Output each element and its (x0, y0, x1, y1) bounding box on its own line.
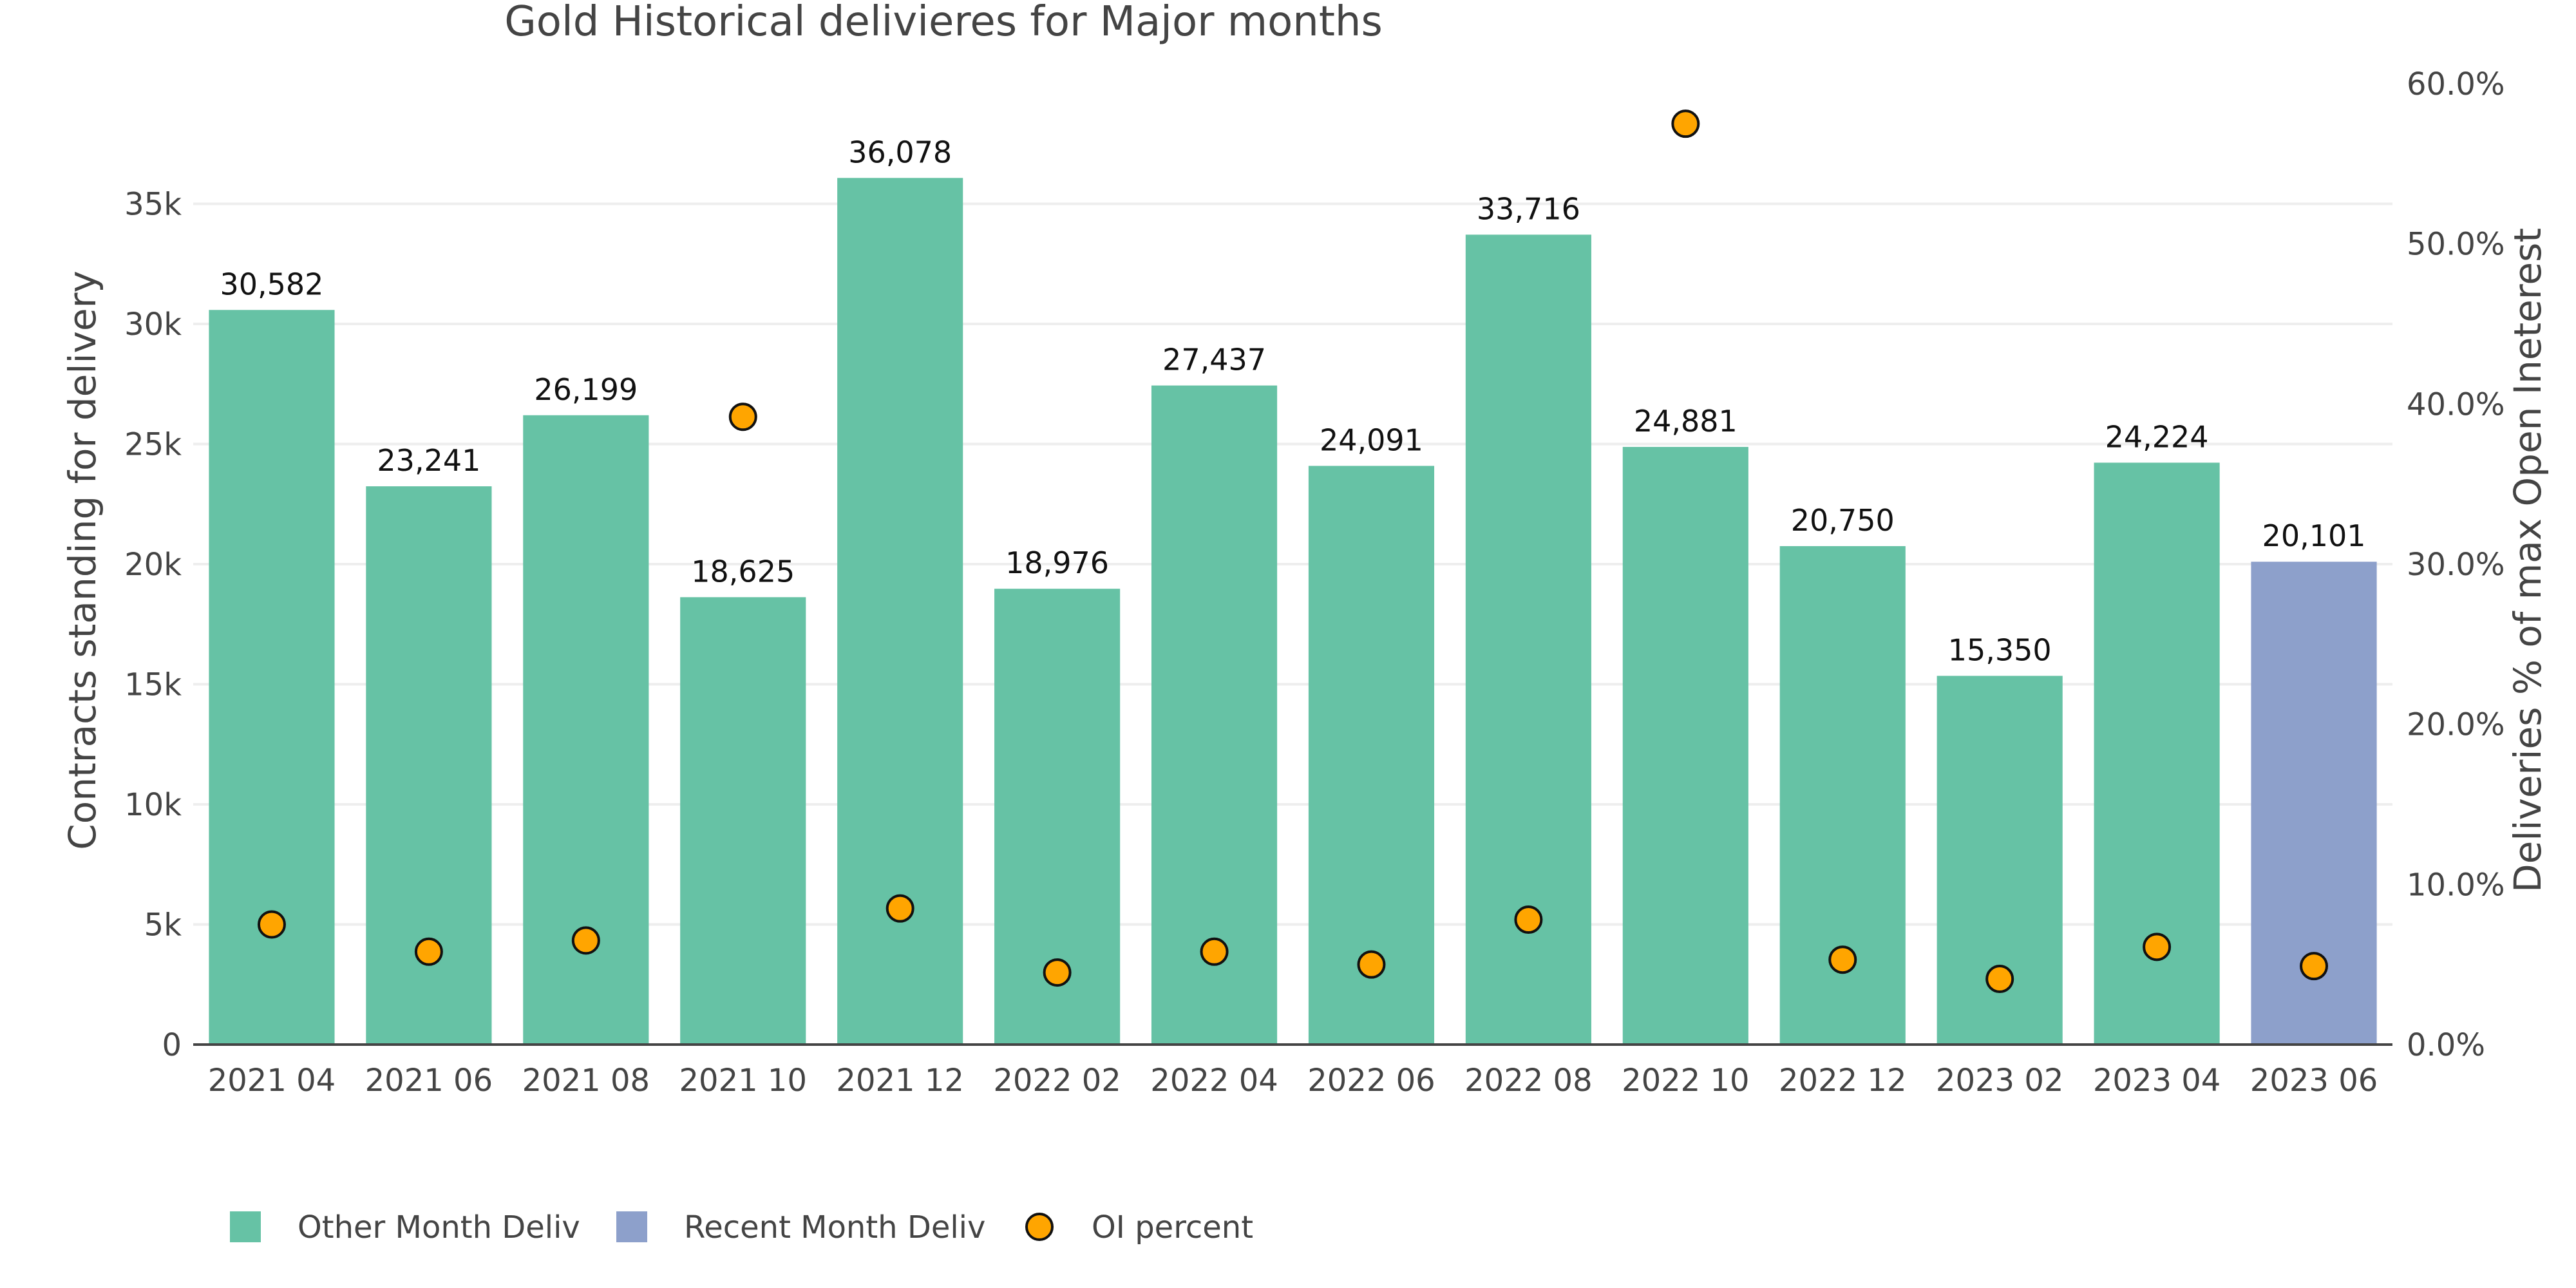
y2-tick-label: 40.0% (2407, 386, 2505, 422)
bars (209, 178, 2377, 1045)
x-tick-label: 2021 10 (679, 1063, 808, 1099)
bar (1308, 466, 1435, 1045)
x-tick-label: 2022 04 (1150, 1063, 1278, 1099)
x-tick-label: 2023 02 (1936, 1063, 2064, 1099)
bar-value-label: 24,224 (2105, 419, 2209, 454)
y-tick-label: 10k (124, 787, 182, 823)
y2-tick-label: 20.0% (2407, 707, 2505, 743)
legend-swatch (616, 1211, 647, 1242)
y-tick-label: 15k (124, 667, 182, 703)
legend-label: Other Month Deliv (298, 1209, 580, 1245)
oi-points (257, 109, 2329, 994)
bar-value-label: 18,976 (1005, 545, 1109, 580)
x-tick-label: 2023 04 (2093, 1063, 2221, 1099)
legend-label: Recent Month Deliv (684, 1209, 985, 1245)
oi-point (1357, 950, 1386, 979)
y-tick-label: 30k (124, 307, 182, 343)
bar-value-label: 33,716 (1477, 191, 1580, 226)
x-tick-label: 2022 02 (993, 1063, 1121, 1099)
bar-value-label: 27,437 (1162, 343, 1266, 377)
oi-point (1043, 958, 1072, 987)
bar (1622, 446, 1748, 1045)
bar-value-label: 23,241 (377, 443, 480, 478)
y-tick-label: 25k (124, 427, 182, 463)
legend-swatch (230, 1211, 261, 1242)
x-tick-label: 2021 06 (365, 1063, 493, 1099)
x-tick-label: 2022 08 (1464, 1063, 1593, 1099)
y-tick-label: 5k (144, 907, 182, 943)
legend-marker (1025, 1213, 1054, 1241)
x-tick-label: 2022 06 (1307, 1063, 1435, 1099)
oi-point (1671, 109, 1700, 138)
x-tick-label: 2023 06 (2250, 1063, 2378, 1099)
oi-point (1828, 945, 1857, 974)
oi-point (1985, 965, 2014, 994)
y2-tick-label: 60.0% (2407, 66, 2505, 102)
chart-title: Gold Historical delivieres for Major mon… (504, 0, 1383, 46)
bar-value-label: 26,199 (534, 372, 638, 407)
oi-point (2143, 933, 2172, 961)
oi-point (728, 402, 757, 431)
y2-tick-label: 50.0% (2407, 227, 2505, 263)
bar-value-label: 20,101 (2262, 518, 2366, 553)
bar-value-label: 20,750 (1791, 503, 1895, 538)
legend: Other Month Deliv Recent Month Deliv OI pe… (230, 1209, 1253, 1245)
bar-value-label: 24,091 (1320, 422, 1423, 457)
x-tick-label: 2022 12 (1779, 1063, 1907, 1099)
y-axis-title: Contracts standing for delivery (61, 270, 104, 849)
y-tick-label: 35k (124, 187, 182, 223)
legend-label: OI percent (1092, 1209, 1253, 1245)
y-tick-label: 20k (124, 547, 182, 583)
y2-tick-label: 30.0% (2407, 547, 2505, 583)
bar-value-label: 36,078 (848, 135, 952, 169)
oi-point (886, 894, 914, 923)
bar-value-label: 15,350 (1948, 632, 2052, 667)
bar-value-label: 24,881 (1634, 404, 1738, 439)
oi-point (1200, 937, 1229, 966)
x-tick-label: 2021 08 (522, 1063, 650, 1099)
oi-point (257, 910, 286, 939)
oi-point (571, 926, 600, 955)
bar-value-label: 18,625 (691, 554, 795, 589)
x-tick-label: 2021 12 (836, 1063, 964, 1099)
bar-value-label: 30,582 (220, 267, 323, 301)
oi-point (414, 937, 443, 966)
y2-axis-title: Deliveries % of max Open Ineterest (2506, 228, 2550, 893)
y2-tick-label: 10.0% (2407, 867, 2505, 903)
oi-point (1514, 905, 1543, 934)
oi-point (2300, 952, 2329, 981)
y-tick-label: 0 (162, 1027, 182, 1063)
data-labels: 30,582 23,241 26,199 18,625 36,078 18,976 27,4… (220, 135, 2365, 667)
x-tick-label: 2021 04 (208, 1063, 336, 1099)
bar (680, 597, 806, 1045)
y2-tick-label: 0.0% (2407, 1027, 2485, 1063)
axes: 0 5k 10k 15k 20k 25k 30k 35k 0.0% 10.0% 20.0% 30.0%… (124, 66, 2505, 1099)
bar (1151, 385, 1278, 1045)
x-tick-label: 2022 10 (1622, 1063, 1750, 1099)
